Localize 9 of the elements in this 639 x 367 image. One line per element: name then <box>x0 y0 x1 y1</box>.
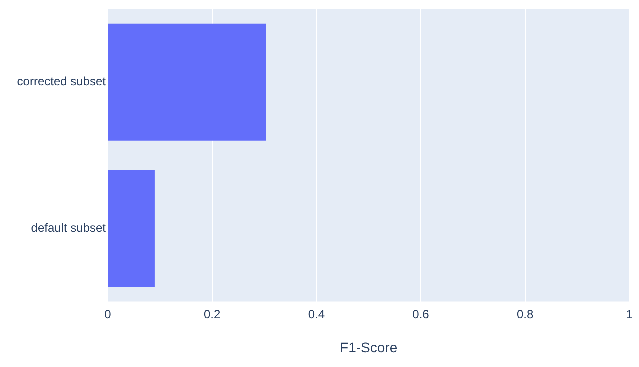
x-tick-label: 0.2 <box>204 307 221 322</box>
x-tick-label: 0.6 <box>412 307 430 322</box>
y-tick-label: corrected subset <box>17 74 107 89</box>
x-tick-label: 0 <box>104 307 112 322</box>
y-tick-label: default subset <box>31 220 107 235</box>
x-tick-label: 0.8 <box>516 307 534 322</box>
x-tick-label: 1 <box>626 307 634 322</box>
x-axis-title: F1-Score <box>340 339 398 356</box>
x-tick-label: 0.4 <box>308 307 326 322</box>
